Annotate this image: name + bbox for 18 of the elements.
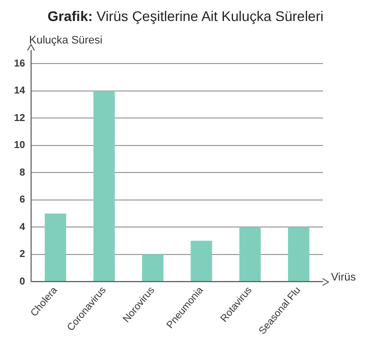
bar [239,227,261,282]
x-axis-title: Virüs [331,272,356,284]
y-tick-label: 8 [20,167,26,178]
y-tick-label: 0 [20,276,26,288]
y-tick-label: 16 [14,58,26,70]
y-tick-label: 6 [20,194,26,206]
bar [44,213,66,282]
y-axis-title: Kuluçka Süresi [29,34,102,47]
bar [93,90,115,282]
y-tick-label: 12 [14,112,26,124]
bar [190,240,212,282]
bar [142,254,164,282]
chart-title: Grafik: Virüs Çeşitlerine Ait Kuluçka Süreleri [46,8,324,26]
y-tick-label: 4 [20,222,26,233]
bar [288,227,310,282]
y-tick-label: 2 [20,249,26,260]
y-tick-label: 14 [14,86,26,97]
y-tick-label: 10 [14,140,26,152]
